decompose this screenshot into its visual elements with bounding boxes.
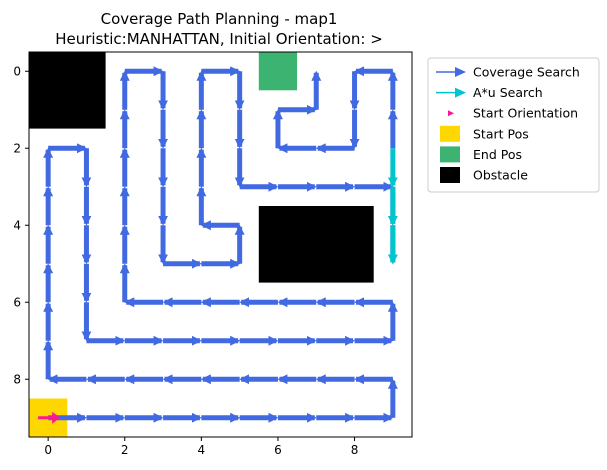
y-tick-label-4: 4	[13, 218, 21, 232]
legend-label: Start Pos	[473, 126, 529, 141]
obstacle-cell-1	[258, 206, 374, 283]
legend-label: Start Orientation	[473, 106, 578, 121]
axes: 0 2 4 6 8 0 2 4 6 8	[13, 51, 413, 457]
legend-swatch-head	[455, 87, 466, 98]
legend-item-coverage-search: Coverage Search	[436, 65, 580, 80]
y-tick-label-2: 2	[13, 141, 21, 155]
legend-label: Coverage Search	[473, 65, 580, 80]
legend: Coverage Search A*u Search Start Orientati…	[427, 57, 600, 193]
legend-box	[427, 57, 600, 193]
chart-title-line-1: Coverage Path Planning - map1	[101, 10, 338, 28]
legend-label: Obstacle	[473, 168, 528, 183]
legend-swatch-head	[448, 110, 454, 117]
legend-item-end-pos: End Pos	[440, 146, 522, 163]
axes-frame	[28, 51, 413, 438]
x-tick-label-8: 8	[351, 443, 359, 457]
legend-swatch-patch	[440, 146, 460, 163]
legend-label: End Pos	[473, 147, 522, 162]
legend-item-a-u-search: A*u Search	[436, 85, 543, 100]
chart-title-line-2: Heuristic:MANHATTAN, Initial Orientation…	[55, 30, 383, 48]
end-pos-cell	[258, 52, 298, 91]
legend-item-start-orientation: Start Orientation	[448, 106, 578, 121]
legend-item-start-pos: Start Pos	[440, 125, 529, 142]
y-tick-label-8: 8	[13, 372, 21, 386]
start-orientation-head	[52, 411, 61, 424]
x-tick-label-2: 2	[121, 443, 129, 457]
y-tick-label-0: 0	[13, 64, 21, 78]
legend-swatch-patch	[440, 125, 460, 142]
legend-item-obstacle: Obstacle	[440, 167, 528, 183]
x-tick-label-6: 6	[274, 443, 282, 457]
legend-swatch-patch	[440, 167, 460, 183]
plot-area	[29, 52, 398, 437]
x-tick-label-0: 0	[44, 443, 52, 457]
y-tick-label-6: 6	[13, 295, 21, 309]
legend-label: A*u Search	[473, 85, 543, 100]
x-tick-label-4: 4	[198, 443, 206, 457]
obstacle-cell-0	[29, 52, 106, 129]
legend-swatch-head	[455, 67, 466, 77]
